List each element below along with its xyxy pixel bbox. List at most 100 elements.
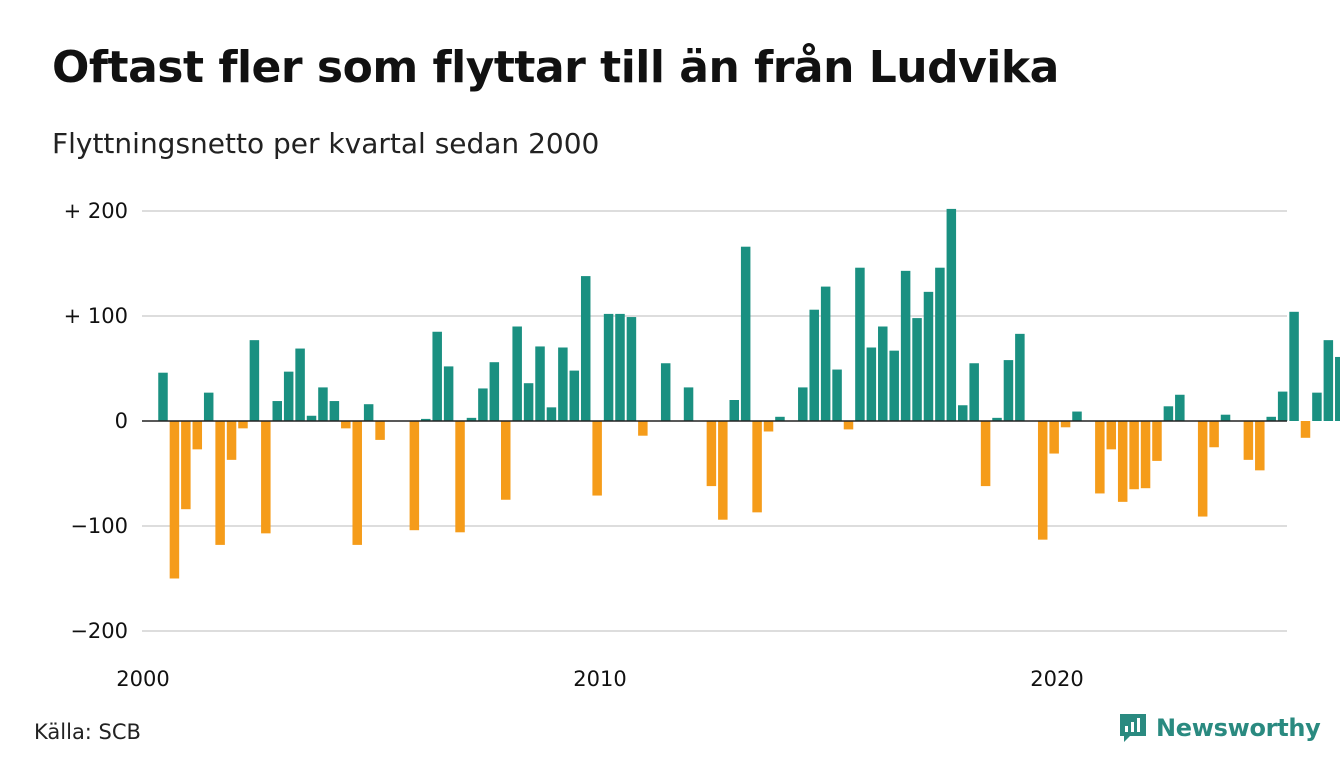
bar <box>992 417 1002 421</box>
bar <box>1209 421 1219 448</box>
bar <box>546 407 557 421</box>
bar <box>295 348 305 421</box>
grid-lines <box>142 210 1287 632</box>
bar <box>421 418 431 421</box>
bar <box>912 318 922 421</box>
bar <box>261 421 271 534</box>
bar <box>969 363 979 421</box>
bar <box>1015 333 1025 421</box>
bar <box>558 347 568 421</box>
bar <box>946 208 957 421</box>
bar <box>306 415 317 421</box>
bar <box>763 421 774 432</box>
bar <box>1277 391 1288 421</box>
bar <box>489 362 500 421</box>
bar <box>181 421 191 510</box>
y-tick-label: −200 <box>70 619 128 643</box>
bar <box>1220 414 1231 421</box>
bar <box>1335 356 1340 421</box>
bar <box>1243 421 1254 460</box>
bar <box>432 331 442 421</box>
bar <box>866 347 877 421</box>
bar <box>1060 421 1071 428</box>
bar <box>958 405 968 421</box>
bar <box>1152 421 1162 461</box>
bar <box>1289 311 1299 421</box>
x-axis: 2000 2010 2020 <box>116 667 1083 691</box>
bar <box>455 421 465 533</box>
bar <box>626 317 637 421</box>
brand: Newsworthy <box>1118 712 1321 744</box>
bar <box>169 421 180 579</box>
bar <box>375 421 385 440</box>
bar <box>443 366 454 421</box>
bar <box>523 383 534 421</box>
bars <box>158 208 1340 579</box>
bar <box>615 313 625 421</box>
bar <box>249 340 260 421</box>
y-tick-label: + 200 <box>64 199 128 223</box>
bar <box>203 392 214 421</box>
bar <box>980 421 991 487</box>
bar <box>820 286 831 421</box>
bar <box>1175 394 1185 421</box>
bar <box>740 246 751 421</box>
bar <box>683 387 694 421</box>
bar <box>638 421 648 436</box>
newsworthy-logo-icon <box>1120 714 1146 742</box>
bar <box>878 326 888 421</box>
bar <box>329 401 340 421</box>
y-tick-label: 0 <box>115 409 128 433</box>
x-tick-label: 2000 <box>116 667 169 691</box>
bar <box>660 363 671 421</box>
y-tick-label: + 100 <box>64 304 128 328</box>
bar <box>935 267 945 421</box>
bar <box>501 421 511 500</box>
bar <box>215 421 225 545</box>
bar <box>569 370 580 421</box>
bar <box>512 326 522 421</box>
bar <box>1312 392 1322 421</box>
bar <box>1140 421 1151 489</box>
bar <box>580 276 591 421</box>
bar <box>1255 421 1265 471</box>
bar <box>775 416 785 421</box>
bar <box>226 421 237 460</box>
bar <box>158 372 168 421</box>
bar <box>1323 340 1334 421</box>
bar <box>900 270 911 421</box>
bar <box>1129 421 1139 490</box>
bar <box>1106 421 1117 450</box>
bar <box>363 404 374 421</box>
bar <box>341 421 351 429</box>
bar <box>1003 360 1014 421</box>
bar <box>1095 421 1105 494</box>
bar <box>192 421 203 450</box>
bar <box>1163 406 1174 421</box>
bar <box>1300 421 1311 438</box>
brand-name: Newsworthy <box>1156 714 1321 742</box>
bar <box>1266 416 1276 421</box>
bar <box>272 401 282 421</box>
bar <box>752 421 762 513</box>
bar <box>798 387 808 421</box>
bar <box>843 421 854 430</box>
bar <box>855 267 865 421</box>
source-note: Källa: SCB <box>34 720 141 744</box>
y-tick-label: −100 <box>70 514 128 538</box>
bar <box>352 421 362 545</box>
bar <box>603 313 614 421</box>
bar <box>729 400 739 421</box>
bar <box>1197 421 1208 517</box>
bar <box>318 387 328 421</box>
bar <box>889 350 899 421</box>
bar <box>1117 421 1128 502</box>
bar <box>1037 421 1048 540</box>
bar <box>409 421 420 531</box>
chart-subtitle: Flyttningsnetto per kvartal sedan 2000 <box>52 127 600 160</box>
bar <box>923 291 934 421</box>
bar <box>1049 421 1059 454</box>
bar <box>718 421 728 520</box>
bar <box>592 421 602 496</box>
x-tick-label: 2010 <box>573 667 626 691</box>
